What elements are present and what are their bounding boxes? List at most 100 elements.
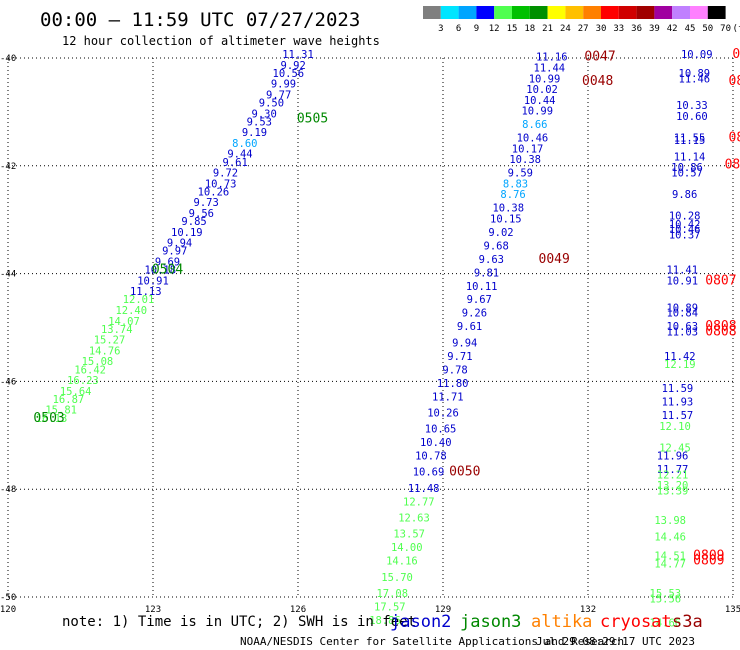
wave-height-label: 10.73 [205, 178, 237, 190]
time-labels: 0505 0504 0503 0047 0048 0049 0050 08 080 080 0807… [33, 47, 740, 569]
wave-height-label: 12.45 [659, 442, 691, 454]
wave-height-label: 12.40 [115, 305, 147, 317]
wave-height-label: 9.71 [447, 351, 472, 363]
satellite-label: cryosat [600, 612, 672, 632]
wave-height-label: 10.44 [524, 95, 556, 107]
wave-height-label: 16.42 [74, 364, 106, 376]
pass-time-label: 0049 [539, 252, 570, 267]
legend-tick-label: 12 [489, 24, 500, 34]
legend-swatch [583, 6, 601, 19]
wave-height-label: 9.72 [213, 168, 238, 180]
wave-height-label: 10.38 [509, 154, 541, 166]
satellite-label: s3a [672, 612, 703, 632]
legend-swatch [618, 6, 637, 19]
wave-height-label: 13.57 [393, 529, 425, 541]
wave-height-label: 9.77 [266, 89, 291, 101]
pass-time-label: 0809 [693, 548, 724, 563]
wave-height-label: 10.46 [517, 133, 549, 145]
grid [7, 57, 734, 598]
legend-tick-label: 30 [596, 24, 607, 34]
wave-height-label: 10.60 [676, 111, 708, 123]
legend-tick-label: 70 [720, 24, 731, 34]
legend-tick-label: 39 [649, 24, 660, 34]
legend-tick-label: 21 [542, 24, 553, 34]
legend-swatch [529, 6, 548, 19]
legend-tick-label: 3 [438, 24, 443, 34]
wave-height-label: 12.01 [123, 294, 155, 306]
wave-height-label: 10.09 [681, 49, 713, 61]
wave-height-label: 10.89 [679, 68, 711, 80]
wave-height-label: 8.60 [232, 138, 257, 150]
wave-height-label: 14.66 [650, 618, 682, 630]
wave-height-label: 12.63 [398, 513, 430, 525]
wave-height-label: 17.57 [374, 601, 406, 613]
wave-height-label: 10.18 [144, 265, 176, 277]
wave-height-label: 8.83 [503, 178, 528, 190]
wave-height-label: 10.28 [669, 211, 701, 223]
wave-height-label: 11.71 [432, 391, 464, 403]
wave-height-label: 15.08 [82, 356, 114, 368]
x-tick-label: 126 [290, 605, 306, 615]
wave-height-label: 12.77 [403, 496, 435, 508]
wave-height-label: 9.94 [452, 337, 477, 349]
wave-height-label: 9.81 [474, 267, 499, 279]
wave-height-label: 10.46 [669, 224, 701, 236]
wave-height-label: 15.56 [650, 593, 682, 605]
y-tick-label: -46 [0, 377, 16, 387]
wave-height-label: 9.61 [457, 321, 482, 333]
wave-height-label: 9.97 [162, 246, 187, 258]
wave-height-label: 9.92 [281, 60, 306, 72]
wave-height-label: 11.48 [408, 483, 440, 495]
wave-height-label: 14.46 [654, 531, 686, 543]
wave-height-label: 14.16 [386, 556, 418, 568]
x-tick-label: 123 [145, 605, 161, 615]
wave-height-label: 13.20 [657, 480, 689, 492]
wave-height-label: 9.85 [181, 216, 206, 228]
satellite-label: altika [531, 612, 592, 632]
legend-tick-label: 33 [613, 24, 624, 34]
wave-height-label: 9.73 [194, 197, 219, 209]
wave-height-label: 11.80 [437, 378, 469, 390]
wave-height-label: 9.50 [259, 98, 284, 110]
pass-time-label: 0505 [297, 112, 328, 127]
wave-height-label: 15.81 [45, 405, 77, 417]
wave-height-label: 9.63 [479, 254, 504, 266]
legend-tick-label: 50 [702, 24, 713, 34]
wave-height-label: 9.26 [462, 308, 487, 320]
pass-time-label: 0807 [705, 273, 736, 288]
legend-swatch [494, 6, 512, 19]
wave-height-label: 13.98 [654, 515, 686, 527]
wave-height-label: 10.17 [512, 143, 544, 155]
wave-height-label: 10.99 [529, 73, 561, 85]
wave-height-label: 8.66 [522, 119, 547, 131]
legend-swatch [654, 6, 673, 19]
pass-time-label: 0808 [705, 319, 736, 334]
wave-height-label: 10.56 [273, 68, 305, 80]
wave-height-label: 9.44 [227, 149, 252, 161]
wave-height-label: 11.15 [674, 135, 706, 147]
wave-height-label: 15.53 [650, 588, 682, 600]
wave-height-label: 13.39 [657, 486, 689, 498]
legend-swatch [636, 6, 655, 19]
wave-height-label: 9.02 [488, 227, 513, 239]
legend-tick-label: 45 [685, 24, 696, 34]
x-tick-label: 120 [0, 605, 16, 615]
wave-height-label: 10.02 [526, 84, 558, 96]
legend-tick-label: (ft) [733, 24, 740, 34]
satellite-legend: jason2 jason3 altika cryosat s3a [390, 612, 703, 632]
wave-height-label: 10.89 [666, 302, 698, 314]
wave-height-label: 10.63 [666, 321, 698, 333]
legend-swatch [440, 6, 459, 19]
pass-time-label: 0807 [725, 157, 740, 172]
credit-line: NOAA/NESDIS Center for Satellite Applica… [240, 635, 624, 648]
wave-height-label: 11.57 [662, 410, 694, 422]
wave-height-label: 11.42 [664, 351, 696, 363]
wave-height-label: 10.26 [427, 407, 459, 419]
wave-height-label: 10.26 [198, 186, 230, 198]
wave-height-label: 9.53 [247, 116, 272, 128]
wave-height-label: 10.42 [669, 219, 701, 231]
wave-height-label: 12.21 [657, 469, 689, 481]
pass-time-label: 0504 [152, 263, 183, 278]
